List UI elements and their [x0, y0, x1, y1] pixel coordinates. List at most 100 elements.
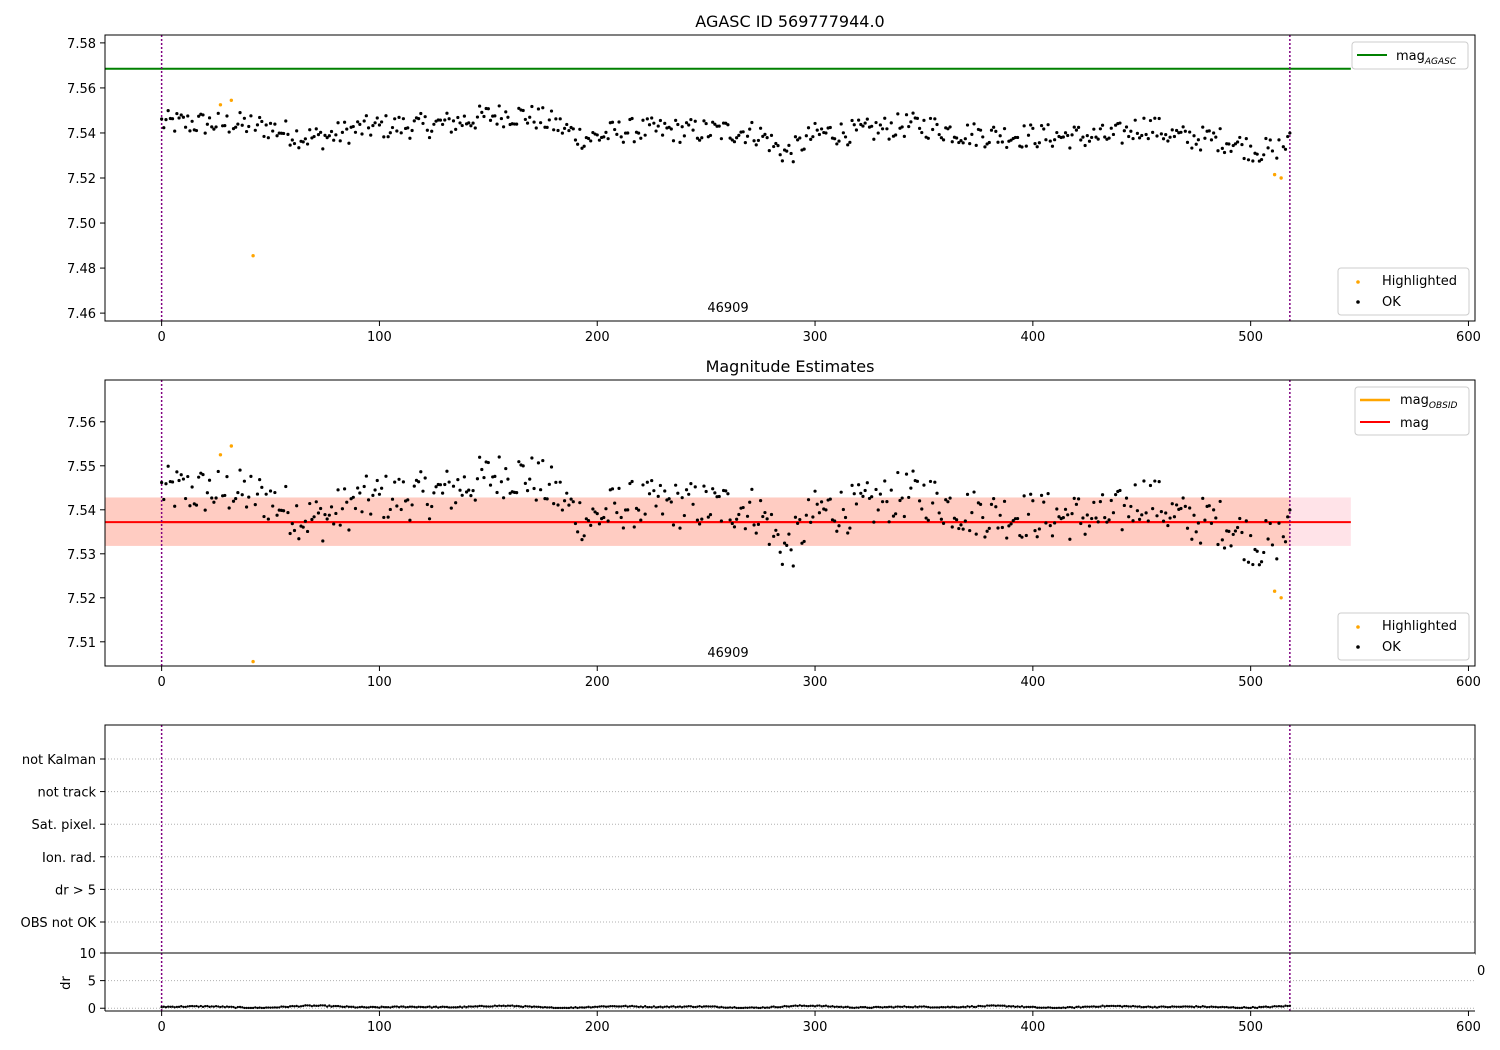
ok-point: [266, 517, 270, 521]
ok-point: [891, 514, 896, 518]
dr-point: [641, 1005, 645, 1009]
ok-point: [515, 122, 519, 126]
dr-point: [554, 1006, 558, 1010]
dr-point: [937, 1006, 941, 1009]
ok-point: [1129, 504, 1133, 509]
ok-point: [336, 488, 340, 492]
dr-point: [837, 1005, 841, 1009]
dr-point: [818, 1004, 821, 1007]
ok-point: [615, 132, 619, 136]
ok-point: [1181, 496, 1185, 500]
ok-point: [939, 136, 943, 140]
dr-point: [461, 1006, 464, 1009]
ok-point: [210, 125, 214, 129]
ok-point: [162, 497, 166, 502]
ok-point: [1094, 516, 1098, 520]
dr-point: [1149, 1005, 1152, 1009]
ok-point: [630, 116, 634, 121]
dr-point: [297, 1005, 301, 1008]
dr-point: [210, 1005, 213, 1008]
ok-point: [656, 124, 660, 128]
ok-point: [1135, 131, 1140, 136]
ok-point: [955, 518, 959, 522]
ok-point: [412, 484, 416, 488]
dr-point: [582, 1006, 586, 1009]
dr-point: [458, 1005, 462, 1008]
ok-point: [1137, 136, 1142, 140]
dr-point: [988, 1004, 991, 1007]
ok-point: [364, 114, 368, 118]
dr-point: [672, 1005, 675, 1008]
dr-point: [1153, 1005, 1157, 1009]
ok-point: [643, 512, 647, 516]
ok-point: [560, 131, 564, 135]
ok-point: [1122, 129, 1126, 133]
dr-point: [927, 1005, 930, 1009]
dr-point: [1264, 1005, 1268, 1008]
ok-point: [569, 497, 573, 501]
ok-point: [637, 508, 641, 512]
ok-point: [1218, 499, 1222, 504]
dr-point: [643, 1005, 647, 1008]
ok-point: [1227, 529, 1231, 534]
dr-point: [1116, 1004, 1119, 1008]
ok-point: [1161, 137, 1166, 141]
ok-point: [713, 491, 717, 495]
svg-text:Highlighted: Highlighted: [1382, 619, 1457, 634]
ok-point: [663, 489, 667, 493]
ok-point: [1085, 513, 1089, 517]
ok-point: [885, 500, 889, 504]
ok-point: [242, 116, 246, 120]
ok-point: [410, 128, 414, 133]
ok-point: [752, 139, 756, 143]
dr-point: [482, 1005, 486, 1008]
dr-point: [872, 1005, 876, 1009]
y-tick-label: 7.54: [67, 127, 96, 142]
ok-point: [1196, 138, 1200, 142]
ok-point: [390, 125, 395, 130]
dr-point: [271, 1006, 274, 1009]
ok-point: [1083, 143, 1087, 148]
dr-point: [805, 1004, 808, 1008]
ok-point: [989, 128, 994, 132]
dr-point: [898, 1005, 902, 1008]
ok-point: [604, 130, 608, 135]
ok-point: [471, 121, 475, 125]
ok-point: [992, 496, 996, 501]
ok-point: [1098, 500, 1102, 504]
ok-point: [558, 480, 562, 484]
ok-point: [850, 483, 854, 487]
ok-point: [410, 503, 414, 507]
dr-point: [188, 1004, 192, 1008]
ok-point: [959, 523, 963, 527]
ok-point: [565, 491, 569, 495]
ok-point: [935, 122, 939, 127]
dr-point: [217, 1005, 220, 1008]
ok-point: [915, 479, 920, 483]
ok-point: [796, 138, 800, 142]
ok-point: [460, 123, 464, 128]
dr-point: [232, 1005, 235, 1009]
dr-point: [1110, 1004, 1113, 1008]
dr-point: [826, 1005, 830, 1008]
ok-point: [743, 141, 747, 145]
ok-point: [835, 142, 839, 146]
ok-point: [1214, 516, 1218, 520]
ok-point: [987, 526, 991, 530]
ok-point: [160, 117, 164, 121]
ok-point: [1222, 150, 1227, 155]
dr-point: [1123, 1004, 1126, 1008]
dr-point: [639, 1005, 643, 1008]
ok-point: [948, 125, 952, 129]
ok-point: [857, 118, 861, 122]
dr-point: [1227, 1006, 1231, 1009]
ok-point: [1194, 530, 1198, 534]
top-obsid-label: 46909: [707, 301, 748, 316]
ok-point: [390, 497, 395, 501]
ok-point: [1242, 558, 1246, 562]
ok-point: [225, 475, 229, 479]
x-tick-label: 400: [1020, 330, 1045, 345]
ok-point: [421, 121, 425, 126]
ok-point: [824, 131, 828, 135]
dr-point: [785, 1005, 788, 1008]
